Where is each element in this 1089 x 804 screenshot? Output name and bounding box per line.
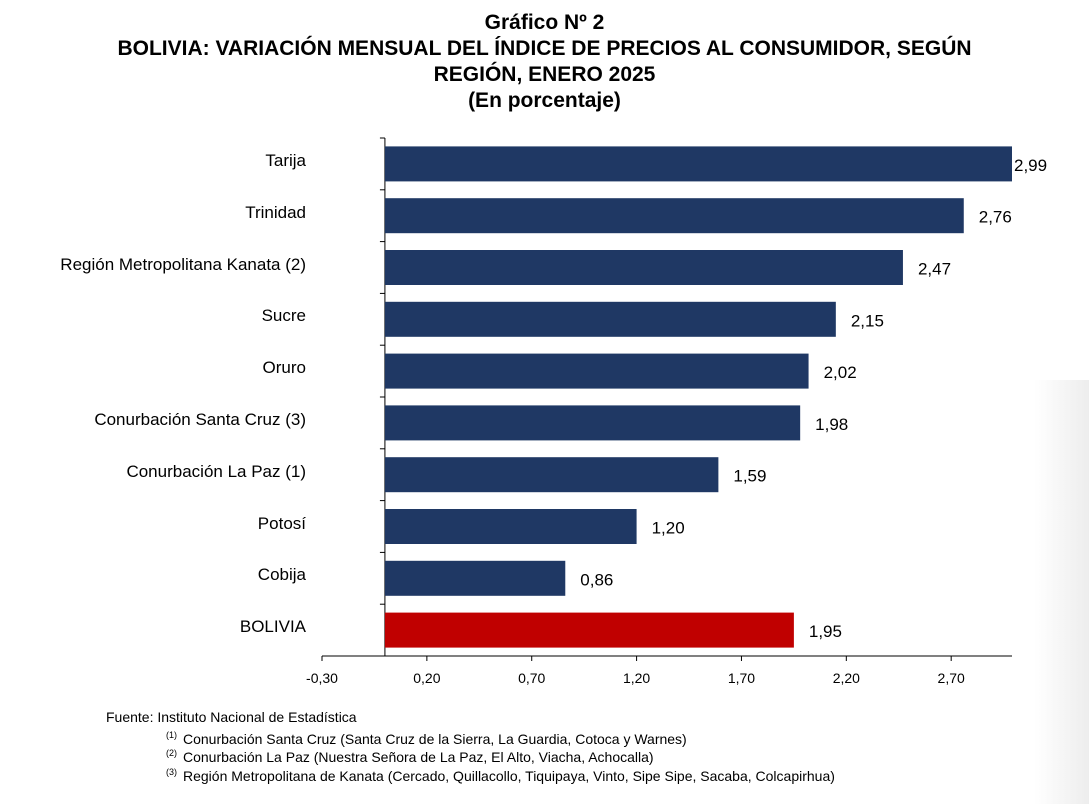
- x-tick-label: 0,20: [413, 670, 440, 686]
- category-label: Conurbación La Paz (1): [126, 461, 306, 481]
- category-label: Sucre: [261, 306, 306, 326]
- data-label: 1,95: [809, 622, 842, 641]
- chart-subtitle-line-2: REGIÓN, ENERO 2025: [433, 63, 656, 86]
- source-note: Fuente: Instituto Nacional de Estadístic…: [106, 709, 357, 725]
- category-label: Conurbación Santa Cruz (3): [94, 409, 306, 429]
- bar: [384, 198, 964, 234]
- category-label: Cobija: [257, 565, 306, 585]
- footnote-1-mark: (1): [166, 730, 177, 740]
- data-label: 1,20: [652, 519, 685, 538]
- data-label: 2,76: [979, 208, 1012, 227]
- x-tick-label: 1,20: [623, 670, 650, 686]
- bar: [384, 560, 566, 596]
- data-label: 2,99: [1014, 156, 1047, 175]
- bar: [384, 612, 794, 648]
- category-label: Potosí: [257, 513, 306, 533]
- category-label: Tarija: [265, 150, 306, 170]
- footnote-3-mark: (3): [166, 767, 177, 777]
- bar: [384, 301, 836, 337]
- data-label: 2,15: [851, 311, 884, 330]
- bar: [384, 509, 637, 544]
- bar: [384, 146, 1012, 182]
- x-tick-label: -0,30: [306, 670, 338, 686]
- chart-title: Gráfico Nº 2: [484, 11, 605, 34]
- category-label: Región Metropolitana Kanata (2): [60, 254, 306, 274]
- category-label: Oruro: [262, 358, 306, 378]
- footnote-2-mark: (2): [166, 748, 177, 758]
- chart-subtitle-line-3: (En porcentaje): [468, 89, 621, 112]
- bar: [384, 405, 801, 441]
- footnote-2: (2) Conurbación La Paz (Nuestra Señora de…: [166, 745, 654, 766]
- data-label: 2,47: [918, 260, 951, 279]
- footnote-1: (1) Conurbación Santa Cruz (Santa Cruz de…: [166, 727, 687, 748]
- x-tick-label: 1,70: [728, 670, 755, 686]
- decorative-gradient: [1034, 380, 1089, 804]
- x-tick-label: 2,70: [938, 670, 965, 686]
- data-label: 1,98: [815, 415, 848, 434]
- footnote-1-text: Conurbación Santa Cruz (Santa Cruz de la…: [183, 731, 687, 747]
- bar: [384, 250, 903, 285]
- chart-title-block: Gráfico Nº 2 BOLIVIA: VARIACIÓN MENSUAL …: [0, 10, 1089, 114]
- data-label: 0,86: [580, 570, 613, 589]
- category-label: Trinidad: [245, 202, 306, 222]
- chart-subtitle-line-1: BOLIVIA: VARIACIÓN MENSUAL DEL ÍNDICE DE…: [117, 37, 972, 60]
- footnote-3-text: Región Metropolitana de Kanata (Cercado,…: [183, 768, 835, 784]
- x-tick-label: 2,20: [833, 670, 860, 686]
- bar: [384, 353, 809, 389]
- data-label: 2,02: [824, 363, 857, 382]
- footnote-2-text: Conurbación La Paz (Nuestra Señora de La…: [183, 749, 654, 765]
- x-tick-label: 0,70: [518, 670, 545, 686]
- bar: [384, 457, 719, 493]
- category-label: BOLIVIA: [239, 617, 306, 637]
- data-label: 1,59: [733, 467, 766, 486]
- footnote-3: (3) Región Metropolitana de Kanata (Cerca…: [166, 764, 835, 785]
